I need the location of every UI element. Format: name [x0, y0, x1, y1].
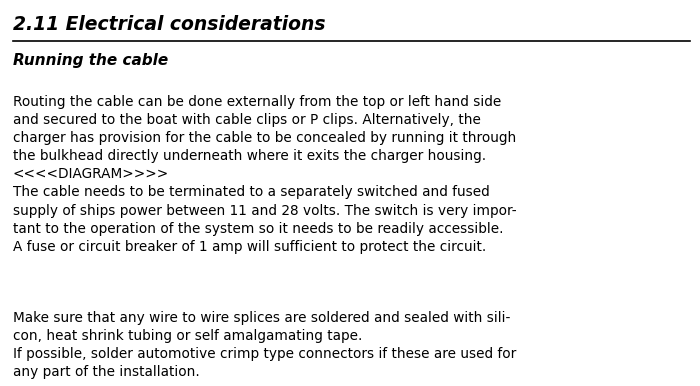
- Text: Make sure that any wire to wire splices are soldered and sealed with sili-
con, : Make sure that any wire to wire splices …: [13, 311, 516, 379]
- Text: Running the cable: Running the cable: [13, 53, 168, 68]
- Text: Routing the cable can be done externally from the top or left hand side
and secu: Routing the cable can be done externally…: [13, 95, 516, 254]
- Text: 2.11 Electrical considerations: 2.11 Electrical considerations: [13, 15, 325, 34]
